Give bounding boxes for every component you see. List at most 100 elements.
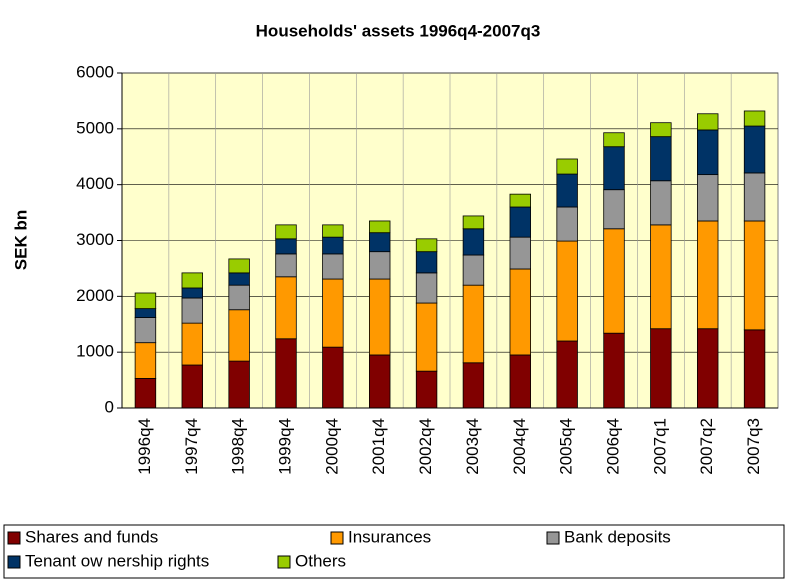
y-tick-label: 1000 <box>76 342 114 361</box>
bar-segment <box>556 158 578 175</box>
bar-segment <box>556 206 578 242</box>
bar-segment <box>462 215 485 230</box>
y-tick-label: 0 <box>105 397 114 416</box>
bar-segment <box>369 251 391 280</box>
bar-segment <box>228 258 250 274</box>
bar-segment <box>181 297 203 324</box>
x-tick-label: 2004q4 <box>510 418 529 475</box>
bar-segment <box>697 129 719 176</box>
bar-segment <box>556 173 578 208</box>
bar-segment <box>134 317 157 344</box>
bar-segment <box>650 136 672 182</box>
bar-segment <box>556 340 578 409</box>
bar-segment <box>275 276 297 340</box>
bar-segment <box>415 302 438 372</box>
bar-segment <box>697 220 719 330</box>
y-tick-label: 3000 <box>76 230 114 249</box>
bar-segment <box>697 174 719 222</box>
bar-segment <box>369 278 391 356</box>
bar-segment <box>415 238 438 253</box>
legend-label: Shares and funds <box>25 527 158 546</box>
bar-segment <box>743 329 766 409</box>
x-tick-label: 2005q4 <box>557 418 576 475</box>
legend-label: Tenant ow nership rights <box>25 551 209 570</box>
bar-segment <box>275 253 297 278</box>
legend-swatch <box>277 555 291 569</box>
legend-label: Bank deposits <box>564 527 671 546</box>
bar-segment <box>603 189 625 230</box>
y-tick-label: 6000 <box>76 62 114 81</box>
x-tick-label: 2006q4 <box>603 418 622 475</box>
bar-segment <box>743 220 766 331</box>
bar-segment <box>134 292 157 310</box>
bar-segment <box>462 362 485 409</box>
bar-segment <box>228 360 250 409</box>
y-tick-label: 5000 <box>76 118 114 137</box>
bar-segment <box>743 110 766 127</box>
legend-label: Insurances <box>348 527 431 546</box>
x-tick-label: 2007q2 <box>697 418 716 475</box>
bar-segment <box>743 172 766 222</box>
x-tick-label: 1996q4 <box>135 418 154 475</box>
bar-segment <box>556 240 578 342</box>
bar-segment <box>509 236 531 270</box>
bar-segment <box>181 364 203 409</box>
bar-segment <box>650 122 672 138</box>
x-tick-label: 2001q4 <box>369 418 388 475</box>
legend-swatch <box>330 531 344 545</box>
bar-segment <box>369 354 391 409</box>
bar-segment <box>415 272 438 304</box>
x-tick-label: 2002q4 <box>416 418 435 475</box>
x-tick-label: 2000q4 <box>322 418 341 475</box>
bar-segment <box>181 272 203 289</box>
bar-segment <box>603 332 625 409</box>
legend-swatch <box>546 531 560 545</box>
bar-segment <box>509 354 531 409</box>
bar-segment <box>322 278 344 348</box>
bar-segment <box>462 284 485 364</box>
bar-segment <box>275 238 297 255</box>
y-axis-label: SEK bn <box>11 210 30 270</box>
bar-segment <box>415 251 438 274</box>
bar-segment <box>603 132 625 148</box>
legend-label: Others <box>295 551 346 570</box>
bar-segment <box>650 180 672 226</box>
bar-segment <box>603 146 625 191</box>
bar-segment <box>134 342 157 379</box>
x-tick-label: 2007q1 <box>650 418 669 475</box>
bar-segment <box>322 224 344 238</box>
bar-segment <box>228 272 250 286</box>
legend-box <box>3 524 785 579</box>
bar-segment <box>697 113 719 131</box>
chart-title: Households' assets 1996q4-2007q3 <box>256 21 541 40</box>
bar-segment <box>322 253 344 280</box>
bar-segment <box>650 328 672 409</box>
legend-swatch <box>7 531 21 545</box>
bar-segment <box>275 224 297 240</box>
bar-segment <box>509 193 531 208</box>
bar-segment <box>228 309 250 362</box>
bar-segment <box>462 228 485 256</box>
bar-segment <box>415 370 438 409</box>
bar-segment <box>134 378 157 409</box>
bar-segment <box>369 232 391 253</box>
bar-segment <box>650 224 672 330</box>
x-tick-label: 2003q4 <box>463 418 482 475</box>
bar-segment <box>743 125 766 174</box>
x-tick-label: 1998q4 <box>229 418 248 475</box>
y-tick-label: 4000 <box>76 174 114 193</box>
x-tick-label: 2007q3 <box>744 418 763 475</box>
bar-segment <box>228 284 250 311</box>
bar-segment <box>369 220 391 234</box>
bar-segment <box>181 322 203 366</box>
x-tick-label: 1997q4 <box>182 418 201 475</box>
bar-segment <box>134 308 157 318</box>
bar-segment <box>509 268 531 356</box>
bar-segment <box>697 328 719 409</box>
bar-segment <box>603 228 625 334</box>
bar-segment <box>322 346 344 409</box>
x-tick-label: 1999q4 <box>275 418 294 475</box>
bar-segment <box>181 287 203 299</box>
